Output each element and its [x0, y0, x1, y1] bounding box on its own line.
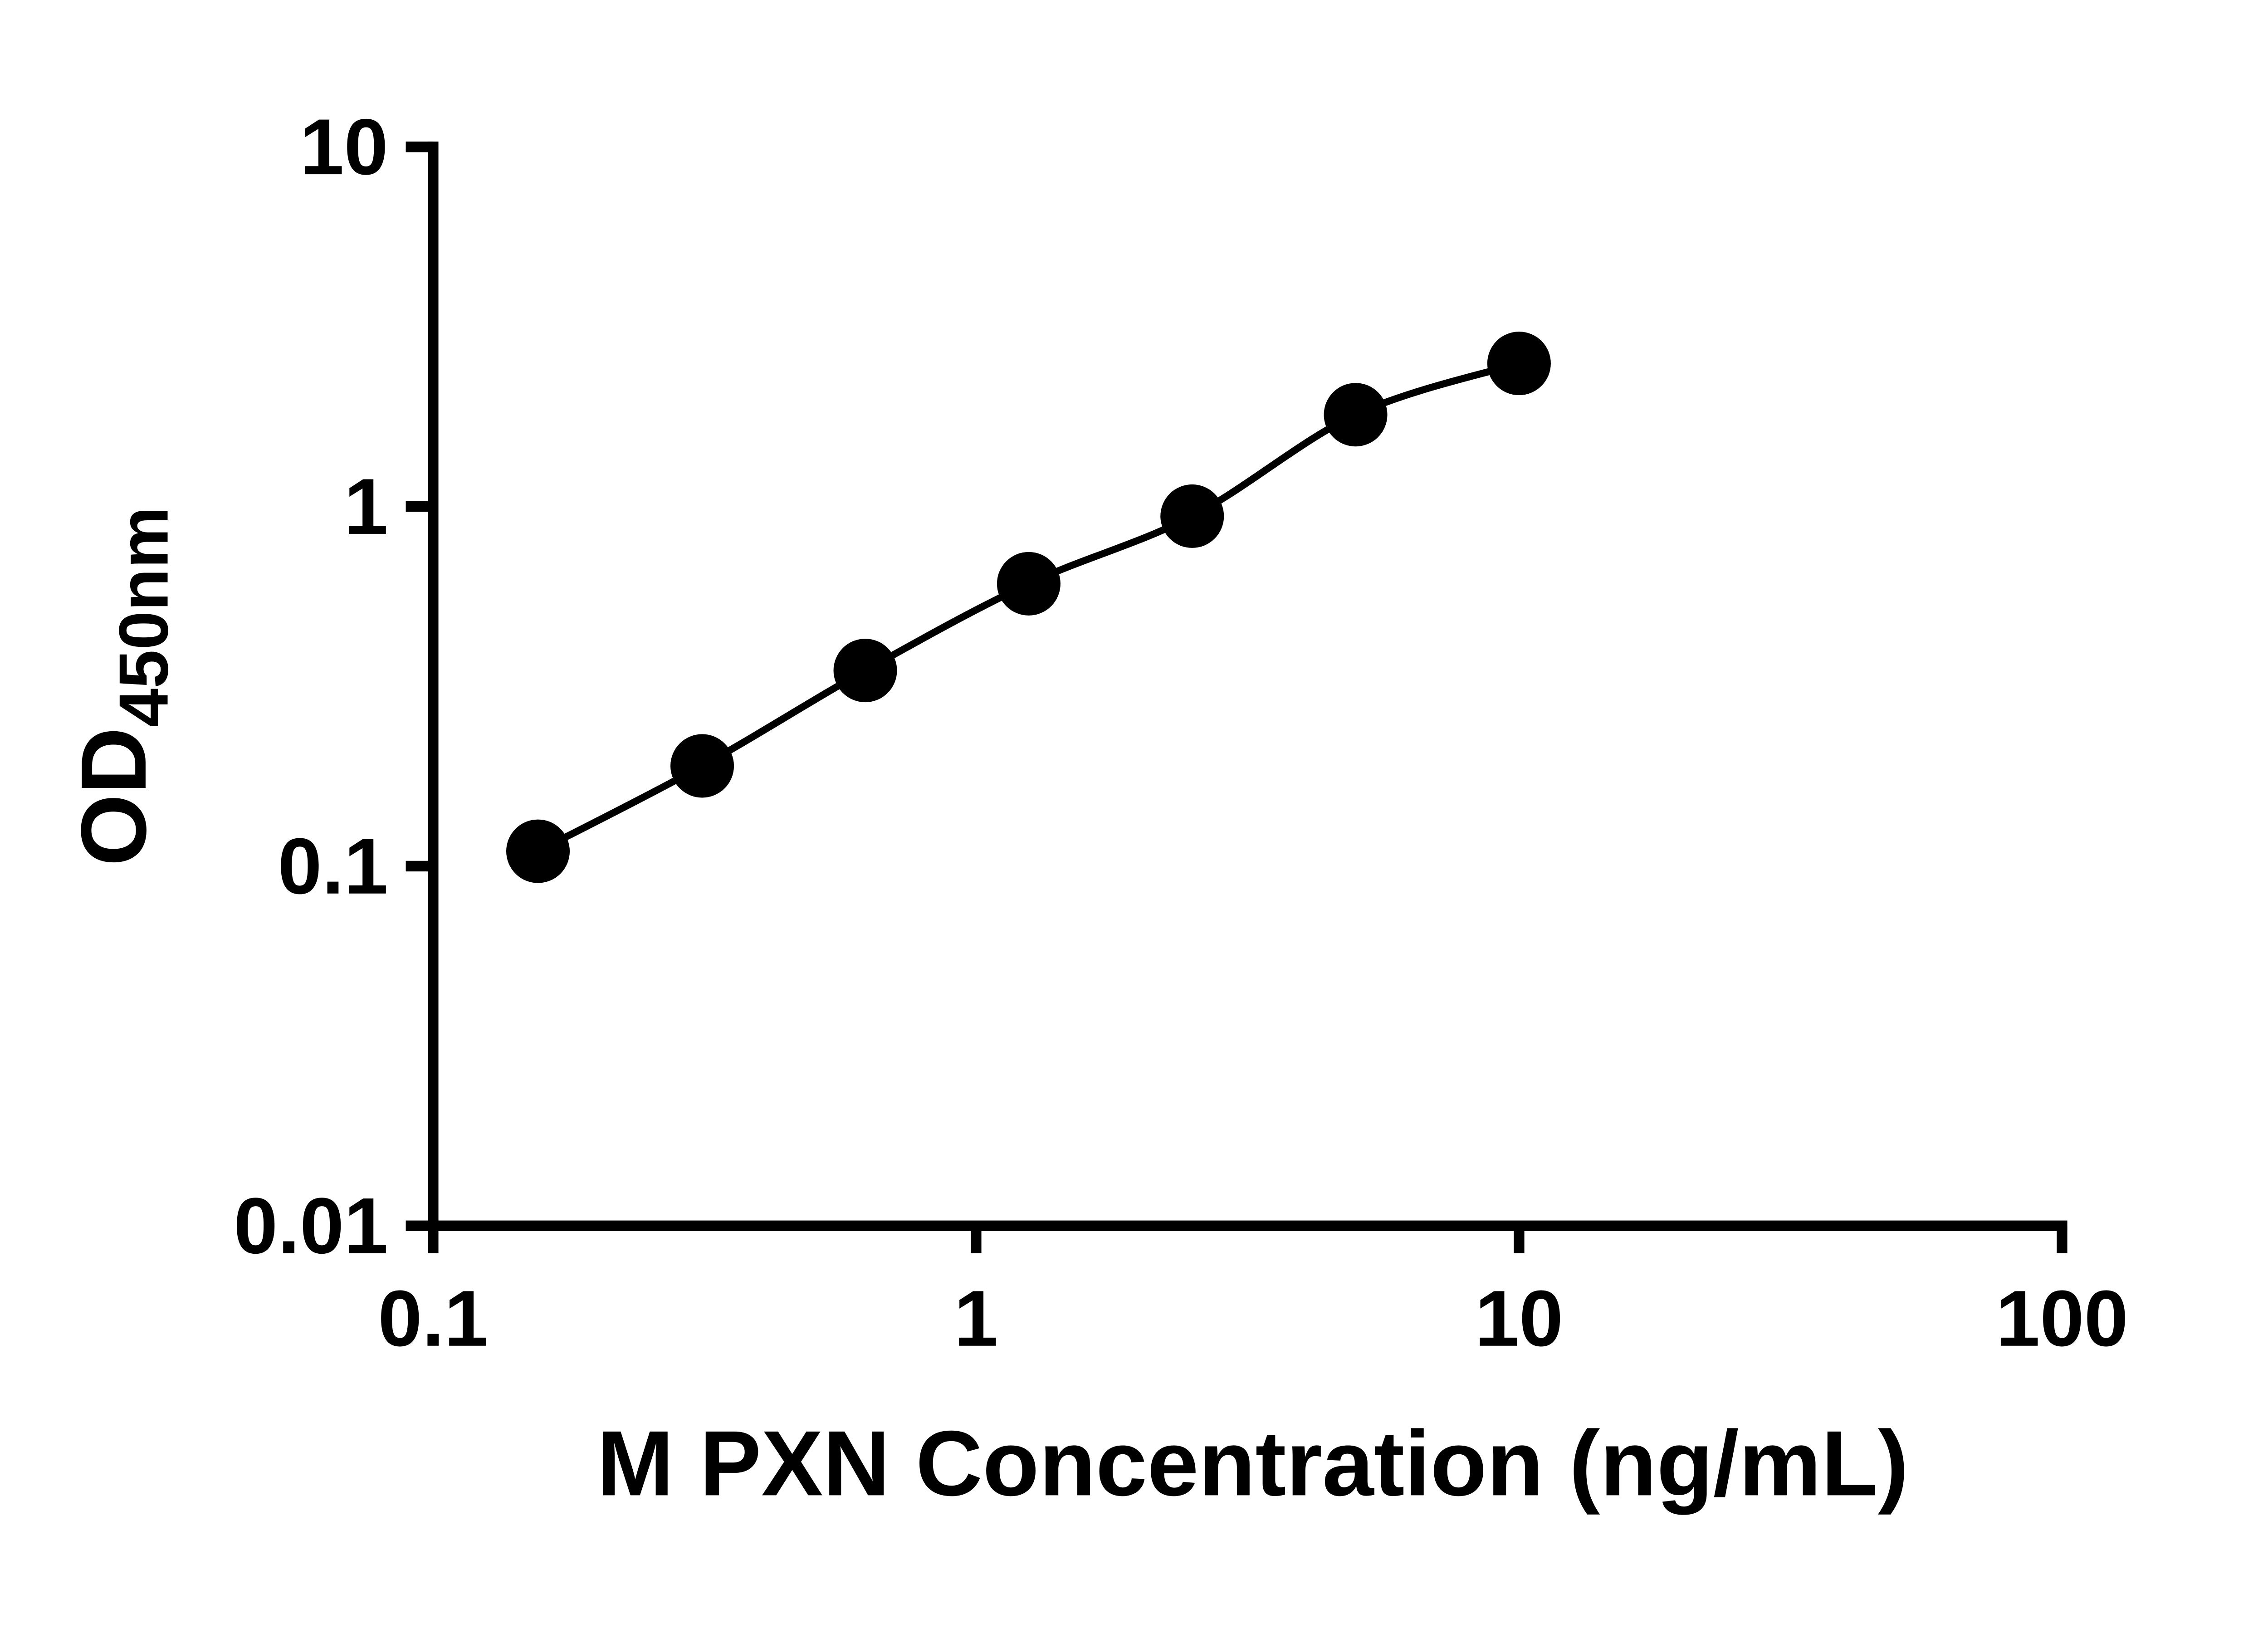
- y-axis-title-subscript: 450nm: [105, 507, 183, 728]
- data-point-marker: [1324, 383, 1388, 447]
- elisa-standard-curve-figure: 0.1 1 10 100 0.01 0.1 1 10 M PXN Concentration …: [62, 103, 2128, 1516]
- data-point-marker: [506, 819, 570, 883]
- x-tick-label: 1: [954, 1275, 998, 1363]
- data-point-marker: [1487, 332, 1551, 396]
- data-points: [506, 332, 1551, 883]
- x-tick-label: 0.1: [378, 1275, 488, 1363]
- y-axis-title-main: OD: [62, 727, 166, 866]
- axis-ticks: [406, 142, 2068, 1253]
- x-tick-label: 100: [1996, 1275, 2128, 1363]
- y-tick-label: 0.01: [234, 1182, 388, 1271]
- y-tick-label: 10: [300, 103, 388, 191]
- x-tick-label: 10: [1475, 1275, 1564, 1363]
- data-point-marker: [997, 552, 1061, 616]
- data-point-marker: [833, 639, 897, 703]
- y-tick-label: 0.1: [278, 822, 388, 911]
- y-axis-title: OD450nm: [62, 507, 183, 866]
- data-point-marker: [670, 734, 734, 798]
- axes: [428, 142, 2068, 1231]
- y-tick-label: 1: [344, 463, 388, 551]
- x-axis-title: M PXN Concentration (ng/mL): [596, 1412, 1909, 1515]
- data-point-marker: [1160, 484, 1224, 548]
